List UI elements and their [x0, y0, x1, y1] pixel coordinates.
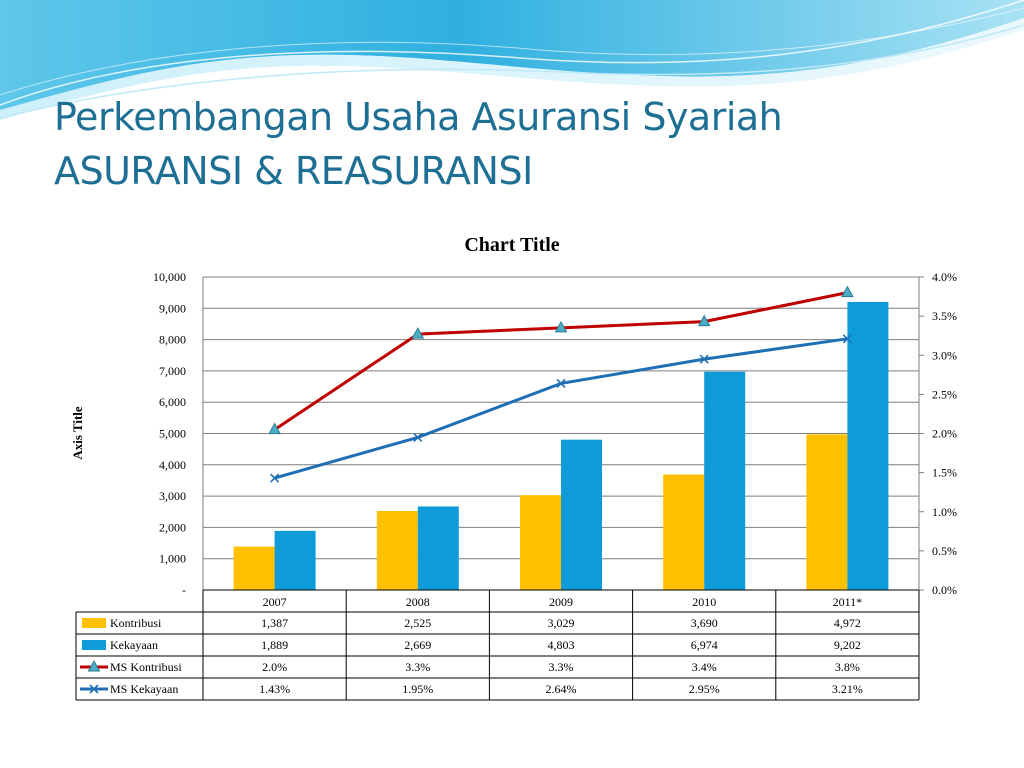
- point-ms-kontribusi: [697, 314, 711, 327]
- x-category-label: 2007: [263, 595, 287, 609]
- point-ms-kekayaan: [842, 334, 852, 344]
- legend-key-kekayaan: [82, 640, 106, 650]
- data-label-ms-kekayaan: 2.95%: [689, 682, 720, 696]
- legend-label-ms-kontribusi: MS Kontribusi: [110, 660, 182, 674]
- data-label-kontribusi: 2,525: [404, 616, 431, 630]
- data-label-kekayaan: 9,202: [834, 638, 861, 652]
- y2-tick-label: 3.0%: [932, 348, 957, 362]
- y-tick-label: 4,000: [159, 458, 186, 472]
- y2-tick-label: 2.0%: [932, 427, 957, 441]
- data-label-ms-kontribusi: 2.0%: [262, 660, 287, 674]
- bar-kontribusi: [663, 474, 705, 590]
- data-label-ms-kontribusi: 3.3%: [549, 660, 574, 674]
- x-category-label: 2011*: [833, 595, 863, 609]
- point-ms-kontribusi: [841, 285, 854, 298]
- data-label-ms-kekayaan: 1.43%: [259, 682, 290, 696]
- data-label-ms-kekayaan: 1.95%: [402, 682, 433, 696]
- data-label-ms-kekayaan: 2.64%: [546, 682, 577, 696]
- bar-kontribusi: [520, 495, 561, 590]
- x-category-label: 2008: [406, 595, 430, 609]
- line-ms-kontribusi: [273, 291, 848, 431]
- y-tick-label: -: [182, 583, 186, 597]
- y2-tick-label: 1.0%: [932, 505, 957, 519]
- point-ms-kekayaan: [699, 354, 709, 364]
- lines: [268, 285, 854, 483]
- y2-tick-label: 0.5%: [932, 544, 957, 558]
- y2-tick-label: 4.0%: [932, 270, 957, 284]
- bar-kekayaan: [847, 301, 889, 590]
- bars: [233, 301, 889, 590]
- y-tick-label: 7,000: [159, 364, 186, 378]
- y-tick-label: 1,000: [159, 552, 186, 566]
- header-wave-decoration: [0, 0, 1024, 120]
- y2-tick-label: 1.5%: [932, 466, 957, 480]
- legend-label-ms-kekayaan: MS Kekayaan: [110, 682, 178, 696]
- slide-title: Perkembangan Usaha Asuransi Syariah ASUR…: [54, 90, 783, 198]
- data-label-kekayaan: 6,974: [691, 638, 718, 652]
- legend-marker-ms-kontribusi: [87, 659, 101, 672]
- point-ms-kekayaan: [413, 432, 423, 442]
- x-category-label: 2009: [549, 595, 573, 609]
- data-label-kontribusi: 4,972: [834, 616, 861, 630]
- bar-kontribusi: [233, 546, 275, 590]
- point-ms-kekayaan: [270, 473, 280, 483]
- slide-title-line2: ASURANSI & REASURANSI: [54, 149, 533, 193]
- data-table: 2007 2008 2009 2010 2011* Kontribusi 1,387 2,52…: [75, 589, 920, 701]
- y-tick-label: 9,000: [159, 301, 186, 315]
- legend-label-kontribusi: Kontribusi: [110, 616, 162, 630]
- slide-title-line1: Perkembangan Usaha Asuransi Syariah: [54, 95, 783, 139]
- point-ms-kontribusi: [554, 320, 568, 333]
- point-ms-kontribusi: [411, 327, 425, 339]
- y-tick-label: 8,000: [159, 333, 186, 347]
- x-category-label: 2010: [692, 595, 716, 609]
- chart-title: Chart Title: [464, 234, 559, 256]
- axes: - 1,000 2,000 3,000 4,000 5,000 6,000 7,000 8,00…: [153, 270, 957, 597]
- bar-kekayaan: [561, 439, 602, 590]
- data-label-kontribusi: 3,690: [691, 616, 718, 630]
- data-label-ms-kontribusi: 3.8%: [835, 660, 860, 674]
- bar-kekayaan: [704, 371, 746, 590]
- legend-label-kekayaan: Kekayaan: [110, 638, 158, 652]
- y-tick-label: 5,000: [159, 427, 186, 441]
- y-tick-label: 10,000: [153, 270, 186, 284]
- point-ms-kontribusi: [268, 422, 281, 435]
- legend-marker-ms-kekayaan: [89, 684, 99, 694]
- data-label-kekayaan: 2,669: [404, 638, 431, 652]
- bar-kekayaan: [274, 530, 316, 590]
- data-label-kontribusi: 1,387: [261, 616, 288, 630]
- data-label-ms-kontribusi: 3.4%: [692, 660, 717, 674]
- data-label-kekayaan: 1,889: [261, 638, 288, 652]
- data-label-kekayaan: 4,803: [548, 638, 575, 652]
- y-tick-label: 3,000: [159, 489, 186, 503]
- bar-kekayaan: [417, 506, 459, 590]
- y-tick-label: 2,000: [159, 520, 186, 534]
- bar-kontribusi: [376, 510, 418, 590]
- data-label-ms-kontribusi: 3.3%: [405, 660, 430, 674]
- point-ms-kekayaan: [556, 378, 566, 388]
- data-label-ms-kekayaan: 3.21%: [832, 682, 863, 696]
- y-axis-title: Axis Title: [70, 406, 85, 460]
- y-tick-label: 6,000: [159, 395, 186, 409]
- bar-kontribusi: [806, 434, 848, 590]
- legend-key-kontribusi: [82, 618, 106, 628]
- y2-tick-label: 3.5%: [932, 309, 957, 323]
- data-label-kontribusi: 3,029: [548, 616, 575, 630]
- y2-tick-label: 2.5%: [932, 387, 957, 401]
- y2-tick-label: 0.0%: [932, 583, 957, 597]
